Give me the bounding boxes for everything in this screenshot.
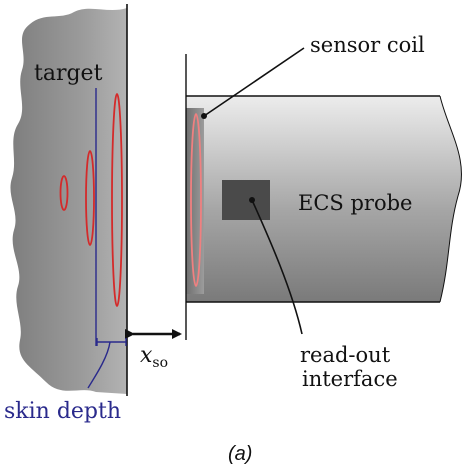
eddy-current-loop-medium	[85, 150, 95, 246]
target-body	[10, 8, 127, 394]
readout-box	[222, 180, 270, 220]
figure-caption: (a)	[228, 443, 252, 465]
eddy-current-loop-small	[59, 175, 69, 211]
sensor-coil	[190, 113, 202, 287]
readout-leader	[251, 199, 303, 335]
label-target: target	[34, 61, 103, 86]
label-distance-sub: so	[152, 355, 168, 371]
label-distance-var: x	[140, 343, 153, 368]
eddy-current-loop-large	[111, 93, 123, 307]
label-distance: xso	[140, 343, 168, 371]
label-readout-line2: interface	[302, 367, 398, 391]
skin-depth-leader	[87, 341, 111, 389]
label-readout-line1: read-out	[300, 343, 391, 367]
label-sensor-coil: sensor coil	[310, 33, 425, 57]
sensor-coil-leader	[203, 47, 305, 117]
label-skin-depth: skin depth	[4, 399, 121, 424]
probe-back-edge	[439, 95, 462, 303]
label-probe: ECS probe	[298, 191, 412, 215]
probe-body	[186, 96, 462, 302]
sensor-coil-dot	[201, 113, 207, 119]
